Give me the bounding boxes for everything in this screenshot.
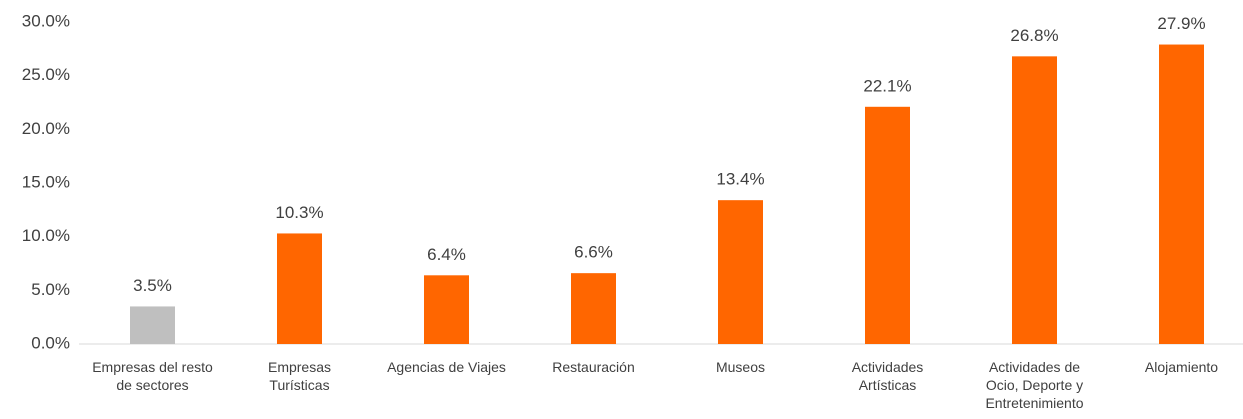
bar — [1012, 56, 1057, 344]
data-label: 13.4% — [716, 170, 764, 189]
bar — [424, 275, 469, 344]
bar — [277, 233, 322, 344]
bar — [718, 200, 763, 344]
data-label: 6.6% — [574, 243, 613, 262]
x-tick-label: Empresas del resto de sectores — [92, 359, 213, 393]
y-tick-label: 5.0% — [31, 280, 70, 299]
x-tick-label: Actividades de Ocio, Deporte y Entreteni… — [985, 359, 1084, 411]
bar — [1159, 44, 1204, 344]
data-label: 3.5% — [133, 276, 172, 295]
y-tick-label: 25.0% — [22, 65, 70, 84]
bar — [130, 306, 175, 344]
data-label: 26.8% — [1010, 26, 1058, 45]
bar — [865, 106, 910, 344]
y-tick-label: 30.0% — [22, 11, 70, 30]
x-tick-label: Restauración — [552, 359, 635, 375]
x-tick-label: Empresas Turísticas — [267, 359, 332, 393]
y-tick-label: 0.0% — [31, 333, 70, 352]
data-label: 27.9% — [1157, 14, 1205, 33]
y-tick-label: 15.0% — [22, 172, 70, 191]
data-label: 6.4% — [427, 245, 466, 264]
data-label: 10.3% — [275, 203, 323, 222]
y-tick-label: 20.0% — [22, 119, 70, 138]
x-tick-label: Agencias de Viajes — [387, 359, 506, 375]
x-tick-label: Actividades Artísticas — [851, 359, 924, 393]
x-tick-label: Museos — [715, 359, 766, 375]
x-tick-label: Alojamiento — [1144, 359, 1219, 375]
data-label: 22.1% — [863, 76, 911, 95]
bar — [571, 273, 616, 344]
y-tick-label: 10.0% — [22, 226, 70, 245]
